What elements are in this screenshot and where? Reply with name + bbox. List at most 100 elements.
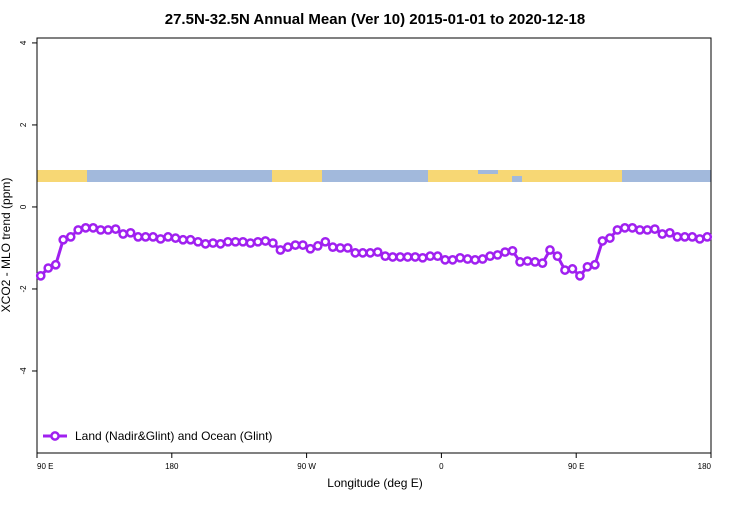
data-point [679,232,690,242]
data-point [387,252,398,262]
data-point [522,256,533,266]
data-point [477,254,488,264]
data-point [200,239,211,249]
data-point [88,223,99,233]
x-axis-label: Longitude (deg E) [327,476,422,490]
data-point [283,242,293,252]
data-point [238,236,248,247]
data-point [687,232,698,242]
data-point [35,270,46,281]
data-point [515,257,525,267]
y-tick-label: 0 [19,204,28,209]
data-point [432,251,443,262]
x-tick-label: 180 [165,462,179,471]
data-point [575,270,585,281]
data-point [43,263,54,273]
data-point [552,251,563,262]
data-point [230,236,241,247]
data-point [290,240,301,250]
data-point [657,229,668,239]
data-point [605,233,615,243]
data-point [80,223,91,233]
x-tick-label: 180 [698,462,712,471]
data-point [507,245,518,256]
y-tick-label: 2 [19,122,28,127]
data-point [545,245,555,255]
data-point [672,232,683,242]
data-point [110,224,121,234]
x-tick-label: 0 [439,462,444,471]
data-point [425,251,436,262]
data-point [649,224,660,234]
ocean-segment [512,176,522,182]
data-point [492,250,503,260]
y-axis-label: XCO2 - MLO trend (ppm) [0,178,13,313]
data-point [268,238,278,248]
data-point [305,243,316,254]
data-point [253,236,263,247]
data-point [133,232,143,242]
data-point [73,225,84,235]
data-point [702,232,713,242]
data-point [335,243,346,253]
data-point [500,247,510,257]
ocean-segment [478,170,498,174]
data-point [320,236,331,247]
data-point [178,234,188,245]
data-point [223,236,233,247]
x-tick-label: 90 W [297,462,316,471]
data-point [342,243,353,253]
x-tick-label: 90 E [37,462,53,471]
data-point [635,225,645,235]
data-point [455,252,465,263]
data-point [312,241,323,251]
data-point [470,255,480,265]
data-point [103,225,113,235]
plot-frame [36,37,712,454]
data-point [440,255,450,265]
data-point [664,227,675,238]
data-point [582,261,593,272]
data-point [612,225,623,235]
land-ocean-strip [37,170,711,182]
data-point [327,242,338,252]
data-point [567,264,578,274]
data-point [380,251,391,262]
data-point [642,225,653,235]
data-point [530,257,540,267]
data-point [58,234,69,245]
data-point [298,240,308,250]
data-point [620,223,630,233]
data-point [118,229,128,239]
data-point [245,238,256,248]
data-point [50,259,61,270]
data-point [402,252,413,262]
data-point [627,223,638,233]
x-tick-label: 90 E [568,462,584,471]
data-point [170,233,181,243]
data-point [560,265,570,275]
data-point [372,247,383,257]
y-tick-label: -2 [19,285,28,293]
data-point [410,252,421,262]
data-point [95,225,106,235]
data-point [537,258,548,268]
data-point [597,236,608,246]
data-point [447,255,458,265]
data-point [155,234,166,244]
data-point [140,232,151,242]
data-point [65,232,76,242]
data-point [365,248,376,258]
data-point [215,239,226,249]
legend-marker [50,431,60,441]
data-point [193,236,203,247]
data-point [694,234,705,244]
data-point [185,234,196,245]
data-point [275,245,286,255]
data-point [148,232,158,242]
chart-title: 27.5N-32.5N Annual Mean (Ver 10) 2015-01… [165,11,585,28]
land-segment [428,170,622,182]
legend-label: Land (Nadir&Glint) and Ocean (Glint) [75,429,272,443]
data-point [208,238,218,248]
